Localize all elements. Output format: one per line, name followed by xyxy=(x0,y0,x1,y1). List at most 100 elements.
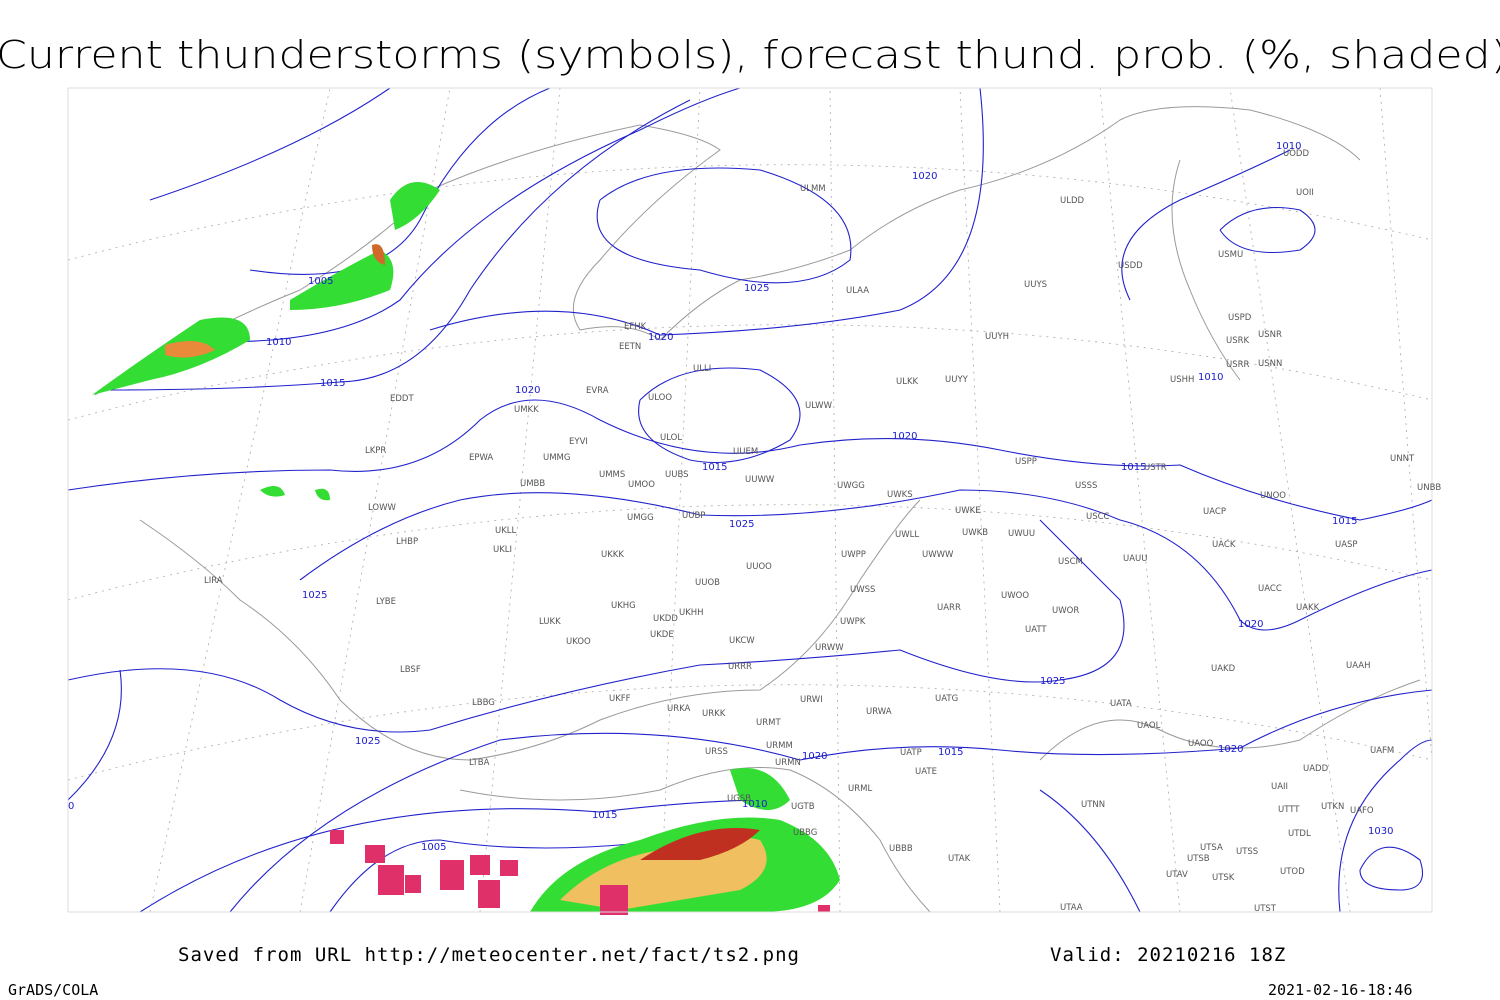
station-label: UWSS xyxy=(850,585,875,595)
station-label: UUBP xyxy=(682,511,705,521)
station-label: UKDE xyxy=(650,630,674,640)
station-label: UACC xyxy=(1258,584,1282,594)
station-label: UKLI xyxy=(493,545,512,555)
station-label: ULLI xyxy=(693,364,711,374)
station-label: UTTT xyxy=(1278,805,1300,815)
isobar-label: 1015 xyxy=(938,747,963,758)
station-label: UNOO xyxy=(1260,491,1286,501)
isobar-label: 1015 xyxy=(592,810,617,821)
isobar-label: 1015 xyxy=(320,378,345,389)
station-label: URKA xyxy=(667,704,691,714)
station-label: UKOO xyxy=(566,637,591,647)
station-label: USNN xyxy=(1258,359,1282,369)
station-label: USPD xyxy=(1228,313,1252,323)
isobar-label: 1025 xyxy=(729,519,754,530)
station-label: UKKK xyxy=(601,550,624,560)
station-label: ULAA xyxy=(846,286,869,296)
station-label: USMU xyxy=(1218,250,1243,260)
isobar-label: 1020 xyxy=(912,171,937,182)
station-label: EFHK xyxy=(624,322,647,332)
station-label: UATA xyxy=(1110,699,1132,709)
station-label: UKFF xyxy=(609,694,631,704)
isobar-label: 1010 xyxy=(1198,372,1223,383)
station-label: UARR xyxy=(937,603,961,613)
isobar-label: 1005 xyxy=(308,276,333,287)
isobar-label: 1025 xyxy=(355,736,380,747)
station-label: URMN xyxy=(775,758,801,768)
station-label: URWI xyxy=(800,695,823,705)
isobar-label: 1015 xyxy=(1332,516,1357,527)
station-label: UAFO xyxy=(1350,806,1374,816)
graticule xyxy=(67,87,1433,913)
isobar-label: 1010 xyxy=(742,799,767,810)
station-label: UWLL xyxy=(895,530,919,540)
station-label: ULMM xyxy=(800,184,826,194)
station-label: EDDT xyxy=(390,394,414,404)
station-label: UUYS xyxy=(1024,280,1047,290)
station-label: UAOO xyxy=(1188,739,1214,749)
isobar-label: 1025 xyxy=(1040,676,1065,687)
station-label: EPWA xyxy=(469,453,493,463)
station-label: UUEM xyxy=(733,447,758,457)
station-label: LYBE xyxy=(376,597,396,607)
station-label: UAFM xyxy=(1370,746,1394,756)
station-label: ULOO xyxy=(648,393,672,403)
isobar-label: 1025 xyxy=(302,590,327,601)
station-label: UKCW xyxy=(729,636,755,646)
station-label: UTNN xyxy=(1081,800,1105,810)
station-label: UWPK xyxy=(840,617,866,627)
station-label: UWKS xyxy=(887,490,913,500)
station-label: UKDD xyxy=(653,614,678,624)
station-label: USRK xyxy=(1226,336,1250,346)
station-label: UUOB xyxy=(695,578,720,588)
labels: 1010 1020 1005 1025 1010 1020 1015 1020 1010 1020… xyxy=(68,141,1441,914)
station-label: UWKB xyxy=(962,528,988,538)
station-label: UAKD xyxy=(1211,664,1236,674)
station-label: USCC xyxy=(1086,512,1110,522)
software: GrADS/COLA xyxy=(8,981,98,999)
station-label: ULWW xyxy=(805,401,833,411)
isobar-label: 1015 xyxy=(702,462,727,473)
station-label: UWPP xyxy=(841,550,866,560)
station-label: UTDL xyxy=(1288,829,1311,839)
station-label: UWWW xyxy=(922,550,954,560)
station-label: USHH xyxy=(1170,375,1194,385)
station-label: UODD xyxy=(1283,149,1309,159)
station-label: USCM xyxy=(1058,557,1083,567)
timestamp: 2021-02-16-18:46 xyxy=(1268,981,1413,999)
station-label: UNBB xyxy=(1417,483,1441,493)
station-label: UTAA xyxy=(1060,903,1083,913)
station-label: UAKK xyxy=(1296,603,1320,613)
station-label: UWUU xyxy=(1008,529,1035,539)
station-label: UNNT xyxy=(1390,454,1415,464)
station-label: UMBB xyxy=(520,479,545,489)
isobar-label: 1010 xyxy=(1276,141,1301,152)
station-label: LHBP xyxy=(396,537,418,547)
station-label: URSS xyxy=(705,747,728,757)
station-label: UGTB xyxy=(791,802,815,812)
isobar-label: 1020 xyxy=(1218,744,1243,755)
station-label: UBBG xyxy=(793,828,817,838)
station-label: LIRA xyxy=(204,576,223,586)
isobars xyxy=(67,87,1433,913)
station-label: USTR xyxy=(1144,463,1167,473)
station-label: EYVI xyxy=(569,437,588,447)
station-label: UACP xyxy=(1203,507,1226,517)
station-label: UWOR xyxy=(1052,606,1079,616)
map-border xyxy=(67,87,1433,913)
storm-symbols xyxy=(330,830,830,915)
station-label: UMOO xyxy=(628,480,655,490)
station-label: UKLL xyxy=(495,526,517,536)
station-label: UBBB xyxy=(889,844,913,854)
station-label: UUYH xyxy=(985,332,1009,342)
station-label: UATG xyxy=(935,694,958,704)
station-label: LTBA xyxy=(469,758,490,768)
station-label: LUKK xyxy=(539,617,561,627)
station-label: UKHH xyxy=(679,608,704,618)
station-label: USNR xyxy=(1258,330,1282,340)
station-label: UATE xyxy=(915,767,937,777)
station-label: UUYY xyxy=(945,375,969,385)
station-label: UGSB xyxy=(727,794,751,804)
station-label: UTSK xyxy=(1212,873,1235,883)
station-label: UTKN xyxy=(1321,802,1344,812)
